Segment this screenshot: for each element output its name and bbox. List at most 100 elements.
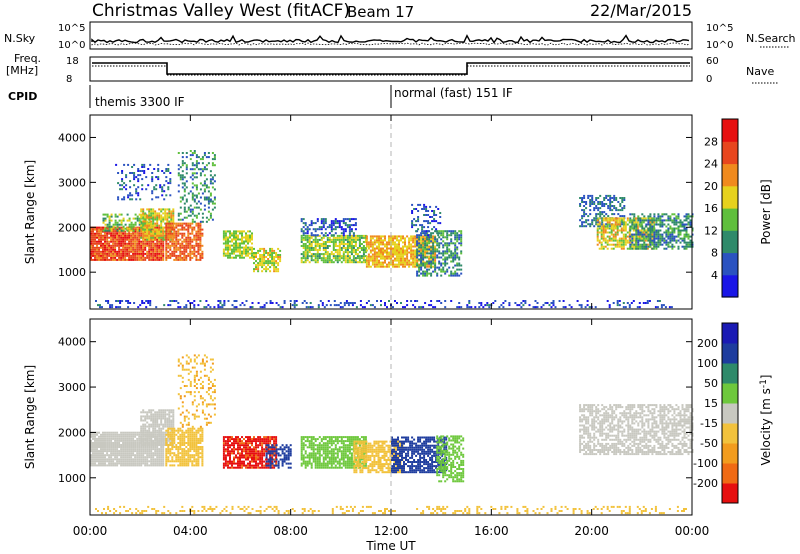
data-cell	[203, 180, 206, 183]
data-cell	[621, 221, 624, 224]
data-cell	[606, 243, 609, 246]
data-cell	[412, 261, 415, 264]
data-cell	[444, 270, 447, 273]
data-cell	[358, 255, 361, 258]
data-cell	[596, 233, 599, 236]
data-cell	[392, 255, 394, 258]
data-cell	[442, 250, 445, 253]
data-cell	[199, 252, 202, 255]
data-cell	[241, 252, 243, 255]
data-cell	[623, 205, 626, 207]
data-cell	[130, 244, 133, 247]
data-cell	[336, 226, 339, 229]
data-cell	[316, 218, 319, 221]
data-cell	[193, 304, 196, 307]
colorbar-segment	[722, 208, 738, 231]
data-cell	[534, 306, 537, 309]
data-cell	[96, 226, 98, 229]
data-cell	[636, 225, 639, 228]
data-cell	[154, 238, 157, 241]
data-cell	[158, 456, 161, 459]
data-cell	[162, 464, 165, 467]
data-cell	[108, 244, 111, 247]
data-cell	[334, 255, 337, 258]
data-cell	[436, 274, 439, 277]
data-cell	[369, 304, 372, 307]
data-cell	[265, 302, 268, 304]
data-cell	[251, 242, 253, 245]
data-cell	[114, 246, 117, 249]
data-cell	[160, 226, 163, 229]
data-cell	[141, 166, 144, 168]
data-cell	[304, 224, 307, 227]
data-cell	[419, 203, 422, 206]
data-cell	[197, 192, 200, 195]
data-cell	[342, 245, 345, 247]
data-cell	[644, 302, 647, 304]
data-cell	[122, 431, 125, 434]
data-cell	[110, 256, 113, 259]
data-cell	[480, 304, 483, 307]
data-cell	[224, 246, 227, 249]
data-cell	[456, 264, 459, 267]
data-cell	[458, 242, 461, 245]
data-cell	[140, 254, 143, 257]
data-cell	[320, 245, 323, 247]
data-cell	[100, 246, 102, 249]
data-cell	[442, 258, 445, 261]
data-cell	[207, 218, 210, 221]
data-cell	[160, 246, 163, 249]
data-cell	[629, 229, 632, 232]
data-cell	[352, 255, 355, 258]
data-cell	[211, 208, 214, 211]
data-cell	[373, 265, 376, 268]
data-cell	[352, 238, 355, 241]
data-cell	[162, 246, 165, 249]
data-cell	[175, 242, 178, 245]
data-cell	[619, 205, 622, 207]
data-cell	[104, 458, 106, 461]
data-cell	[114, 219, 117, 222]
data-cell	[90, 444, 92, 446]
data-cell	[617, 209, 620, 212]
data-cell	[679, 219, 682, 222]
data-cell	[373, 235, 376, 238]
data-cell	[620, 243, 623, 246]
data-cell	[362, 255, 365, 258]
data-cell	[125, 184, 128, 187]
data-cell	[130, 242, 133, 245]
data-cell	[179, 228, 182, 231]
data-cell	[468, 300, 471, 302]
data-cell	[171, 234, 174, 237]
data-cell	[314, 249, 317, 251]
data-cell	[108, 444, 111, 446]
data-cell	[665, 243, 668, 246]
data-cell	[314, 236, 317, 239]
data-cell	[326, 234, 329, 237]
data-cell	[153, 186, 156, 189]
data-cell	[428, 265, 431, 268]
data-cell	[435, 228, 438, 231]
data-cell	[629, 217, 632, 220]
data-cell	[398, 247, 400, 250]
data-cell	[392, 253, 394, 256]
data-cell	[275, 266, 278, 269]
data-cell	[334, 232, 337, 235]
data-cell	[193, 228, 196, 231]
data-cell	[657, 213, 660, 216]
data-cell	[191, 154, 194, 157]
data-cell	[148, 212, 151, 215]
data-cell	[679, 233, 682, 236]
data-cell	[151, 192, 154, 195]
data-cell	[102, 254, 104, 257]
data-cell	[338, 234, 341, 237]
data-cell	[251, 250, 253, 253]
data-cell	[108, 431, 111, 434]
data-cell	[622, 247, 625, 250]
data-cell	[426, 249, 429, 252]
data-cell	[659, 217, 662, 220]
data-cell	[144, 234, 147, 237]
data-cell	[189, 204, 192, 207]
data-cell	[598, 231, 601, 234]
data-cell	[165, 170, 168, 172]
